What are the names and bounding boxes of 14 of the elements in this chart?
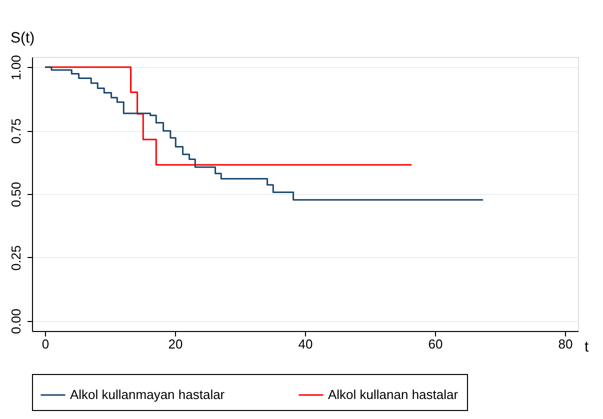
x-axis-title: t (584, 338, 590, 356)
x-tick-label: 80 (558, 336, 573, 352)
y-tick-label: 0.75 (8, 118, 24, 144)
x-tick-label: 60 (428, 336, 443, 352)
y-tick-label: 0.25 (8, 245, 24, 271)
legend-label: Alkol kullanan hastalar (328, 387, 459, 402)
y-tick-label: 1.00 (8, 54, 24, 80)
x-tick-label: 40 (298, 336, 313, 352)
y-axis-title: S(t) (10, 30, 35, 46)
y-tick-label: 0.00 (8, 308, 24, 334)
x-tick-label: 0 (42, 336, 50, 352)
x-tick-label: 20 (168, 336, 183, 352)
y-tick-label: 0.50 (8, 182, 24, 208)
legend-label: Alkol kullanmayan hastalar (70, 387, 226, 402)
